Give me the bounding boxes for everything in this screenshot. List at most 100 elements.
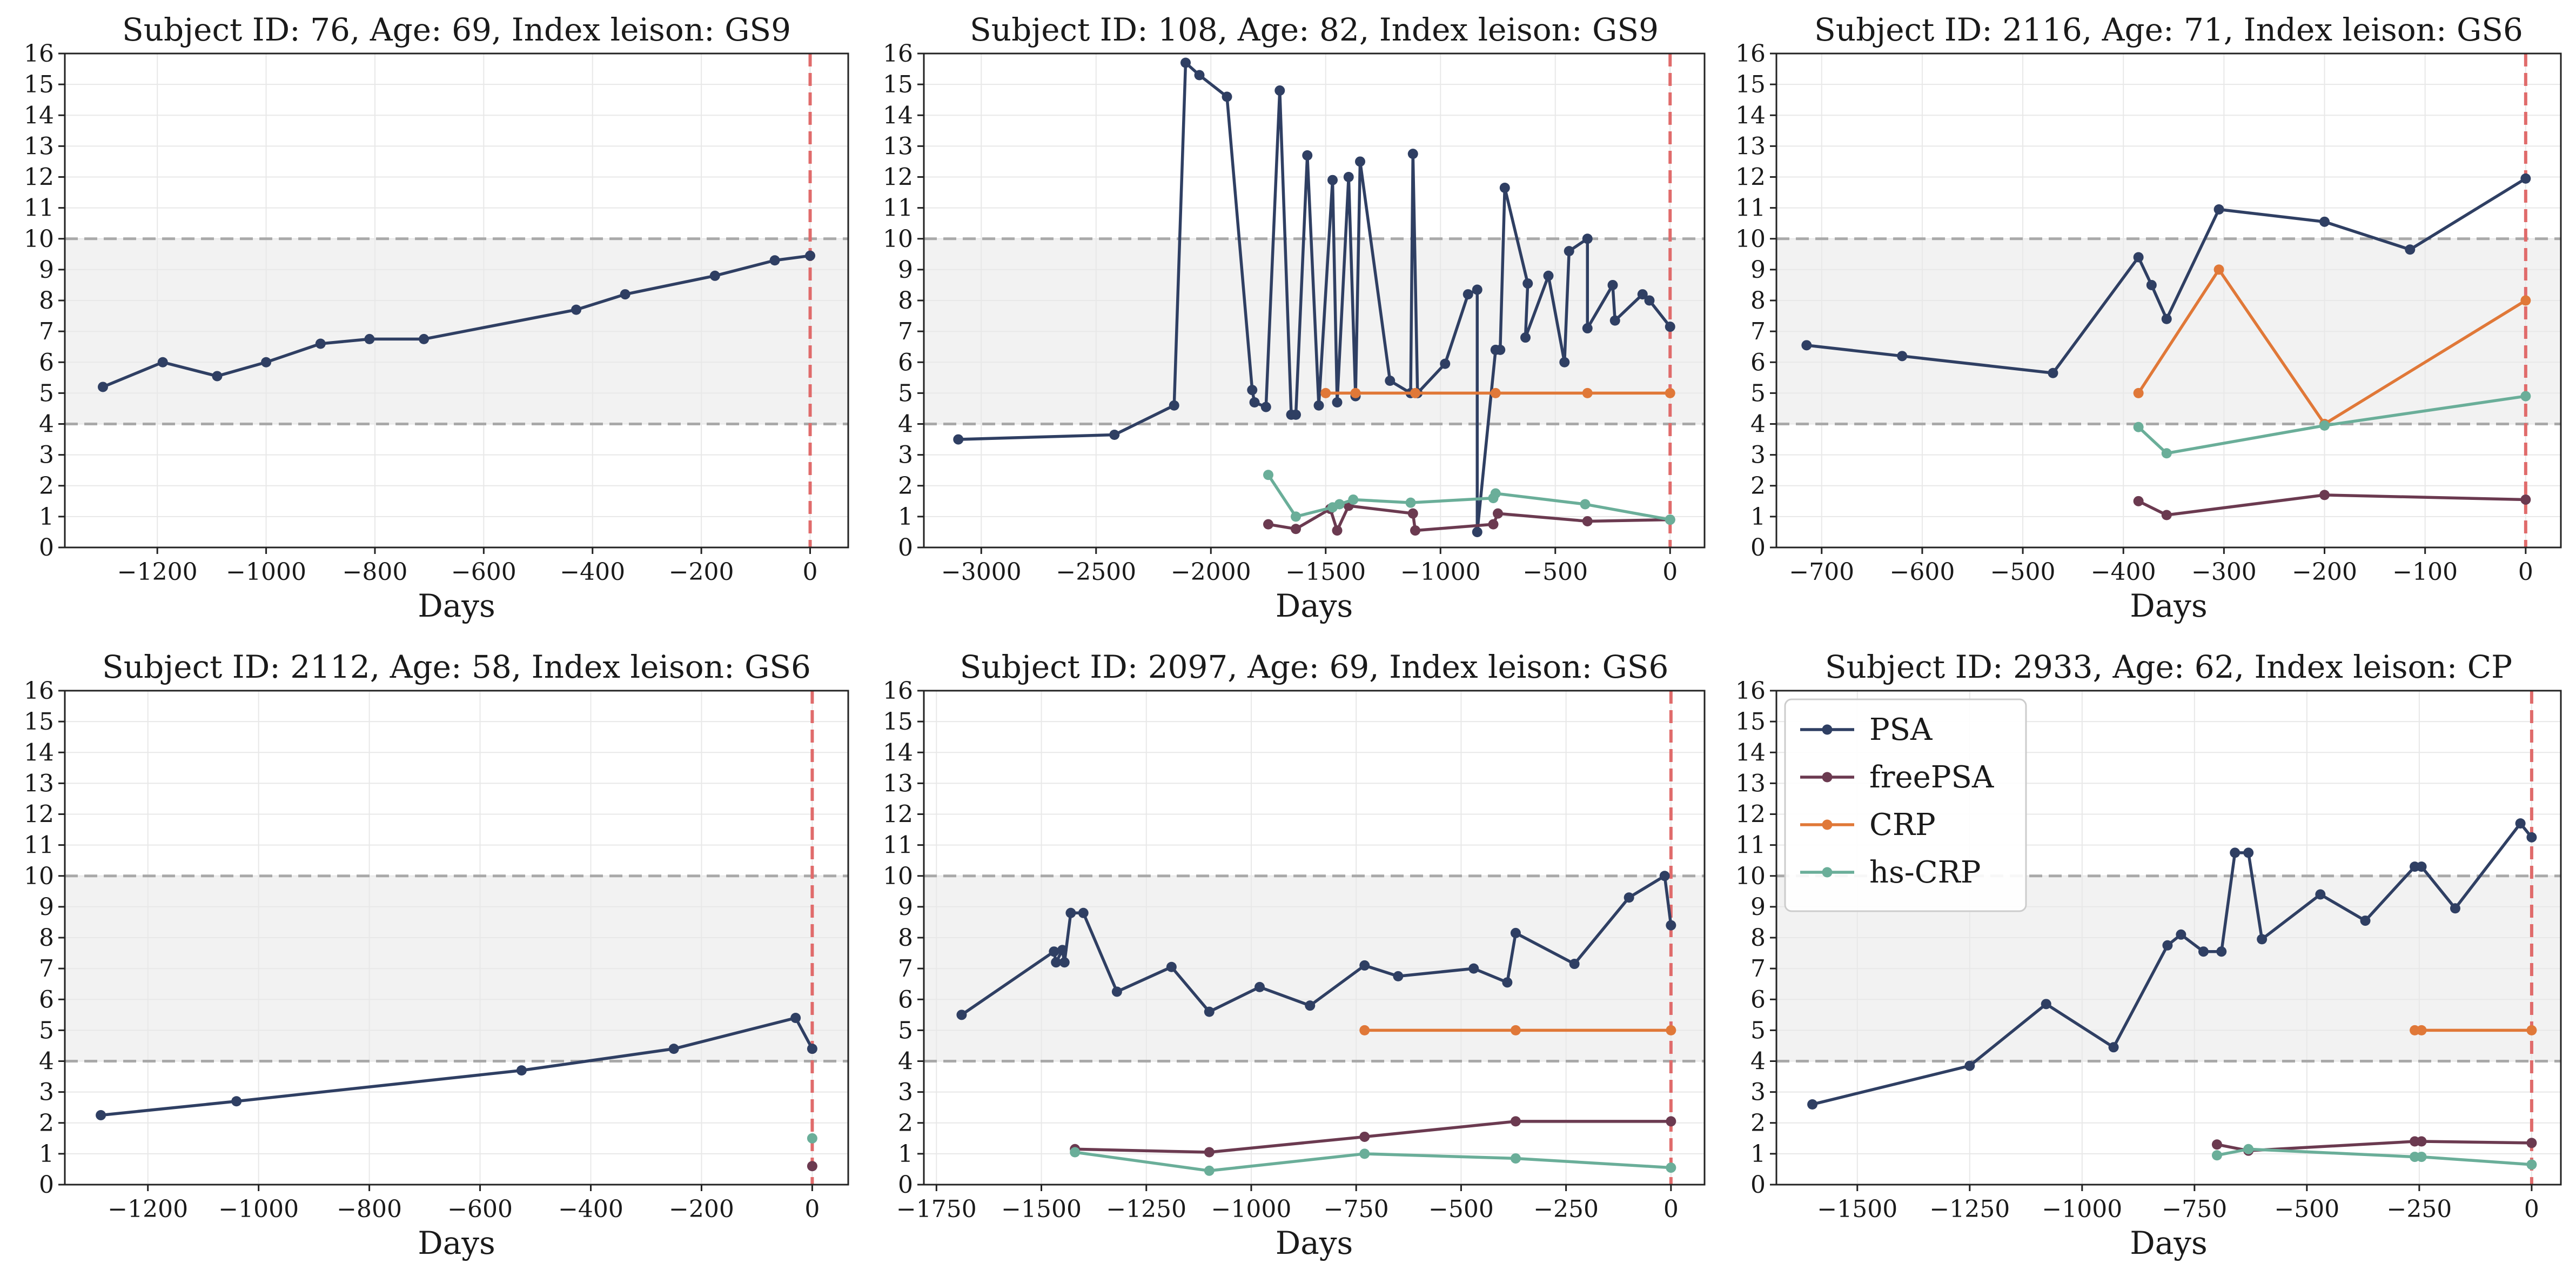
y-tick-label: 13: [883, 132, 913, 160]
x-tick-label: −1500: [1817, 1195, 1897, 1223]
data-point: [1332, 525, 1343, 536]
data-point: [807, 1161, 817, 1172]
data-point: [668, 1044, 679, 1054]
x-tick-label: −500: [1990, 558, 2056, 586]
series-line: [100, 1016, 814, 1117]
data-point: [1355, 156, 1365, 167]
legend: PSA freePSA CRP hs-CRP: [1784, 698, 2027, 912]
data-point: [1666, 1116, 1676, 1127]
legend-swatch-marker: [1822, 819, 1833, 830]
data-point: [1666, 1025, 1676, 1035]
y-tick-label: 6: [39, 349, 54, 376]
data-point: [2416, 1136, 2427, 1147]
data-point: [2257, 934, 2268, 945]
y-tick-label: 11: [883, 832, 913, 859]
y-tick-label: 16: [883, 40, 913, 68]
y-tick-label: 7: [39, 955, 54, 983]
data-point: [1359, 1148, 1370, 1159]
y-tick-label: 5: [39, 379, 54, 407]
data-point: [1059, 957, 1070, 968]
data-point: [1564, 246, 1574, 257]
data-point: [2243, 847, 2254, 858]
x-axis-label: Days: [2130, 1225, 2208, 1261]
data-point: [1607, 279, 1618, 290]
x-tick-label: −1000: [2042, 1195, 2122, 1223]
y-tick-label: 7: [898, 955, 913, 983]
data-point: [1204, 1006, 1215, 1017]
data-point: [709, 270, 720, 281]
y-tick-label: 13: [24, 770, 54, 797]
series-line: [1075, 1151, 1672, 1173]
data-point: [1499, 182, 1510, 193]
data-point: [1510, 1153, 1521, 1164]
y-tick-label: 8: [1750, 287, 1766, 315]
y-tick-label: 14: [24, 739, 54, 766]
data-point: [1410, 525, 1420, 536]
y-tick-label: 5: [898, 1017, 913, 1044]
x-tick-label: −300: [2191, 558, 2257, 586]
data-point: [1510, 927, 1521, 938]
y-tick-label: 3: [1750, 1079, 1766, 1106]
data-point: [1493, 508, 1503, 519]
x-tick-label: −250: [1533, 1195, 1599, 1223]
series-PSA: [97, 250, 816, 392]
data-point: [1495, 344, 1506, 355]
y-tick-label: 6: [1750, 986, 1766, 1013]
data-point: [2243, 1144, 2254, 1154]
x-tick-label: 0: [1662, 558, 1678, 586]
series-line: [2137, 395, 2526, 455]
data-point: [1194, 70, 1205, 81]
y-tick-label: 14: [1735, 739, 1766, 766]
y-tick-label: 15: [883, 708, 913, 736]
x-tick-label: −750: [2162, 1195, 2227, 1223]
y-tick-label: 10: [1735, 225, 1766, 253]
data-point: [2520, 295, 2531, 306]
data-point: [1359, 1131, 1370, 1142]
series-freePSA: [807, 1161, 817, 1172]
data-point: [2213, 264, 2224, 275]
data-point: [1274, 85, 1285, 96]
data-point: [1350, 387, 1361, 398]
y-tick-label: 14: [883, 739, 913, 766]
data-point: [1666, 1162, 1676, 1173]
y-tick-label: 12: [1735, 164, 1766, 191]
data-point: [1334, 499, 1345, 510]
data-point: [2211, 1150, 2222, 1161]
x-tick-label: −1000: [1400, 558, 1481, 586]
x-tick-label: −2500: [1056, 558, 1136, 586]
y-tick-label: 8: [1750, 924, 1766, 952]
data-point: [1247, 385, 1258, 396]
data-point: [2162, 940, 2173, 951]
data-point: [956, 1010, 967, 1020]
y-tick-label: 9: [39, 256, 54, 284]
data-point: [1057, 945, 1068, 955]
data-point: [2520, 173, 2531, 184]
x-tick-label: −3000: [941, 558, 1022, 586]
x-tick-label: −200: [2292, 558, 2357, 586]
data-point: [516, 1065, 527, 1076]
data-point: [2526, 1138, 2537, 1148]
series-freePSA: [2211, 1136, 2537, 1156]
series-PSA: [1801, 173, 2531, 378]
data-point: [1582, 323, 1593, 333]
data-point: [1582, 387, 1593, 398]
data-point: [2161, 313, 2172, 324]
data-point: [1665, 322, 1675, 332]
data-point: [1051, 957, 1062, 968]
y-tick-label: 11: [24, 195, 54, 222]
series-freePSA: [2133, 490, 2531, 520]
data-point: [1204, 1165, 1215, 1176]
y-tick-label: 1: [39, 1140, 54, 1168]
y-tick-label: 7: [39, 318, 54, 345]
x-tick-label: −1200: [108, 1195, 188, 1223]
subplot-title: Subject ID: 2112, Age: 58, Index leison:…: [102, 649, 811, 685]
series-PSA: [956, 871, 1676, 1020]
y-tick-label: 5: [1750, 1017, 1766, 1044]
data-point: [1359, 1025, 1370, 1035]
data-point: [1582, 516, 1593, 526]
x-tick-label: −200: [669, 1195, 734, 1223]
data-point: [231, 1096, 242, 1107]
data-point: [1463, 289, 1473, 300]
data-point: [1502, 977, 1513, 988]
